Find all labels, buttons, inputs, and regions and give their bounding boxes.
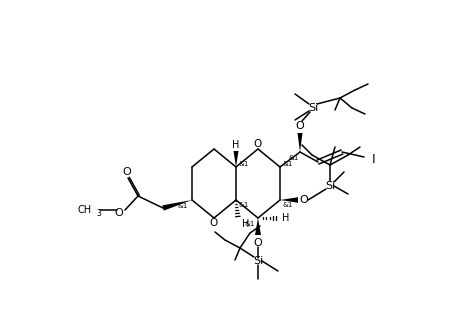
Text: O: O — [114, 208, 123, 218]
Text: &1: &1 — [239, 202, 249, 208]
Text: &1: &1 — [178, 203, 188, 209]
Text: Si: Si — [308, 103, 318, 113]
Text: I: I — [372, 152, 376, 165]
Text: &1: &1 — [289, 155, 299, 161]
Text: O: O — [210, 218, 218, 228]
Text: &1: &1 — [239, 161, 249, 167]
Text: &1: &1 — [283, 161, 293, 167]
Text: O: O — [300, 195, 309, 205]
Text: H: H — [282, 213, 290, 223]
Text: CH: CH — [78, 205, 92, 215]
Text: O: O — [122, 167, 131, 177]
Polygon shape — [280, 197, 298, 203]
Text: Si: Si — [325, 181, 335, 191]
Polygon shape — [297, 133, 303, 152]
Text: O: O — [295, 121, 304, 131]
Text: Si: Si — [253, 256, 263, 266]
Polygon shape — [234, 151, 239, 167]
Text: &1: &1 — [245, 221, 255, 227]
Text: 3: 3 — [96, 209, 101, 217]
Text: O: O — [254, 139, 262, 149]
Text: H: H — [242, 219, 250, 229]
Text: O: O — [254, 238, 262, 248]
Polygon shape — [255, 218, 261, 235]
Polygon shape — [162, 200, 192, 211]
Text: &1: &1 — [283, 202, 293, 208]
Text: H: H — [232, 140, 240, 150]
